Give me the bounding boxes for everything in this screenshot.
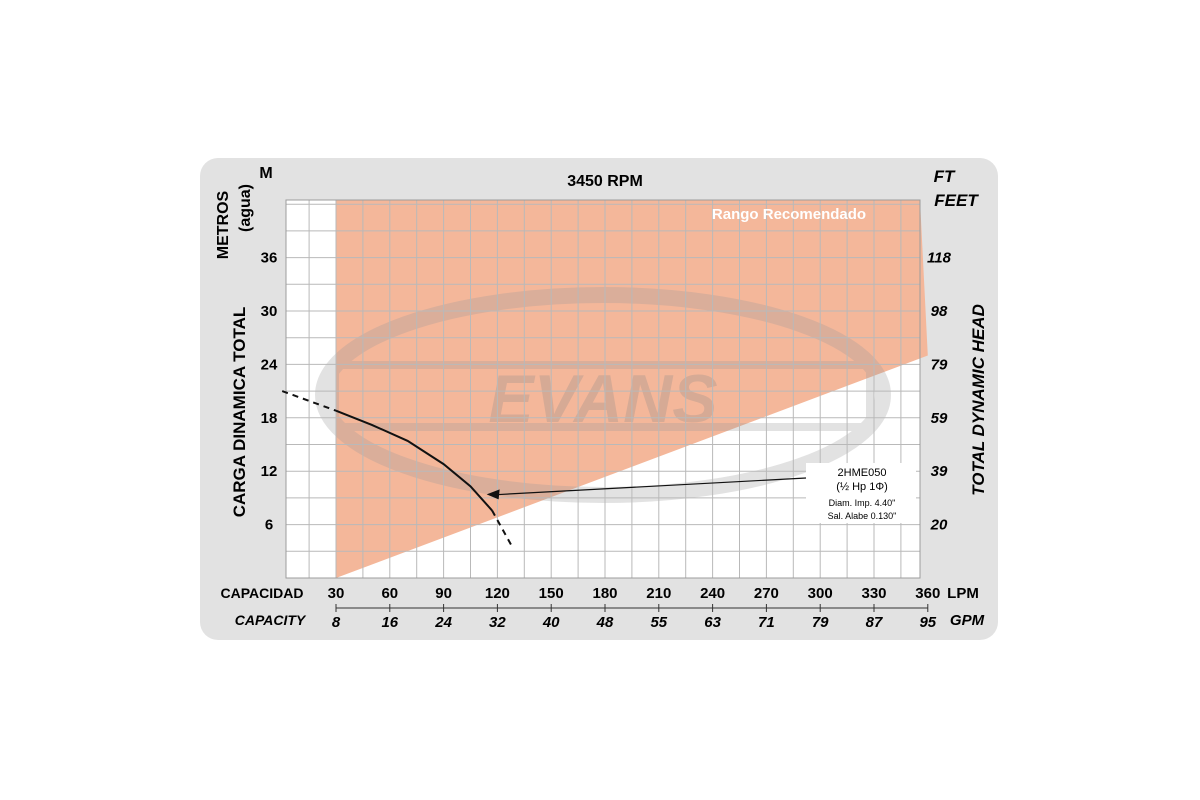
x-lpm-tick-label: 120 xyxy=(485,585,510,602)
watermark-band xyxy=(331,361,874,431)
y-right-tick-label: 118 xyxy=(927,250,952,267)
x-gpm-axis-label: CAPACITY xyxy=(235,612,307,628)
x-gpm-tick-label: 32 xyxy=(489,614,506,631)
x-lpm-tick-label: 270 xyxy=(754,585,779,602)
annotation-arrow-line xyxy=(498,477,807,496)
x-gpm-tick-label: 63 xyxy=(704,614,721,631)
y-left-axis-subtitle-2: (agua) xyxy=(237,184,254,232)
evans-watermark: EVANS xyxy=(315,287,891,503)
y-right-tick-label: 79 xyxy=(931,356,948,373)
x-lpm-tick-label: 90 xyxy=(435,585,452,602)
x-gpm-tick-label: 87 xyxy=(866,614,883,631)
x-lpm-tick-label: 360 xyxy=(915,585,940,602)
x-gpm-unit: GPM xyxy=(950,612,985,629)
x-lpm-tick-label: 300 xyxy=(808,585,833,602)
y-left-tick-label: 12 xyxy=(261,463,278,480)
annotation-vane: Sal. Alabe 0.130" xyxy=(828,511,897,521)
y-right-tick-label: 59 xyxy=(931,410,948,427)
y-left-tick-label: 18 xyxy=(261,410,278,427)
x-gpm-tick-label: 55 xyxy=(650,614,667,631)
watermark-ellipse xyxy=(315,287,891,503)
y-right-tick-label: 39 xyxy=(931,463,948,480)
x-gpm-tick-label: 79 xyxy=(812,614,829,631)
y-left-tick-label: 24 xyxy=(261,356,278,373)
annotation-box xyxy=(806,463,916,523)
y-right-tick-label: 20 xyxy=(930,517,948,534)
x-lpm-tick-label: 240 xyxy=(700,585,725,602)
chart-title: 3450 RPM xyxy=(567,173,643,190)
x-lpm-tick-label: 330 xyxy=(861,585,886,602)
right-axis-unit-word: FEET xyxy=(934,191,979,210)
annotation-model: 2HME050 xyxy=(838,467,887,479)
x-gpm-tick-label: 8 xyxy=(332,614,341,631)
x-gpm-tick-label: 40 xyxy=(542,614,560,631)
y-right-tick-label: 98 xyxy=(931,303,948,320)
y-left-axis-subtitle: METROS xyxy=(215,190,232,259)
x-gpm-tick-label: 48 xyxy=(596,614,614,631)
left-axis-unit: M xyxy=(259,165,272,182)
annotation-power: (½ Hp 1Φ) xyxy=(836,481,888,493)
y-left-tick-label: 36 xyxy=(261,250,278,267)
x-lpm-unit: LPM xyxy=(947,585,979,602)
x-lpm-tick-label: 30 xyxy=(328,585,345,602)
y-right-axis-title: TOTAL DYNAMIC HEAD xyxy=(969,304,988,496)
pump-curve-dashed-extension-2 xyxy=(491,509,513,547)
x-gpm-tick-label: 16 xyxy=(381,614,398,631)
recommended-range-label: Rango Recomendado xyxy=(712,206,866,223)
y-left-tick-label: 6 xyxy=(265,517,273,534)
right-axis-unit: FT xyxy=(934,167,956,186)
x-gpm-tick-label: 24 xyxy=(434,614,452,631)
x-gpm-tick-label: 71 xyxy=(758,614,775,631)
x-lpm-tick-label: 210 xyxy=(646,585,671,602)
x-lpm-tick-label: 150 xyxy=(539,585,564,602)
x-lpm-tick-label: 60 xyxy=(381,585,398,602)
y-left-tick-label: 30 xyxy=(261,303,278,320)
pump-curve-2hme050 xyxy=(335,409,493,512)
x-lpm-axis-label: CAPACIDAD xyxy=(221,585,304,601)
watermark-text: EVANS xyxy=(488,361,717,437)
annotation-impeller: Diam. Imp. 4.40" xyxy=(829,498,896,508)
pump-curve-dashed-extension-1 xyxy=(281,390,337,412)
x-gpm-tick-label: 95 xyxy=(919,614,936,631)
plot-border xyxy=(285,199,921,579)
y-left-axis-title: CARGA DINAMICA TOTAL xyxy=(230,307,249,518)
x-lpm-tick-label: 180 xyxy=(592,585,617,602)
annotation-arrow-head xyxy=(486,489,500,500)
